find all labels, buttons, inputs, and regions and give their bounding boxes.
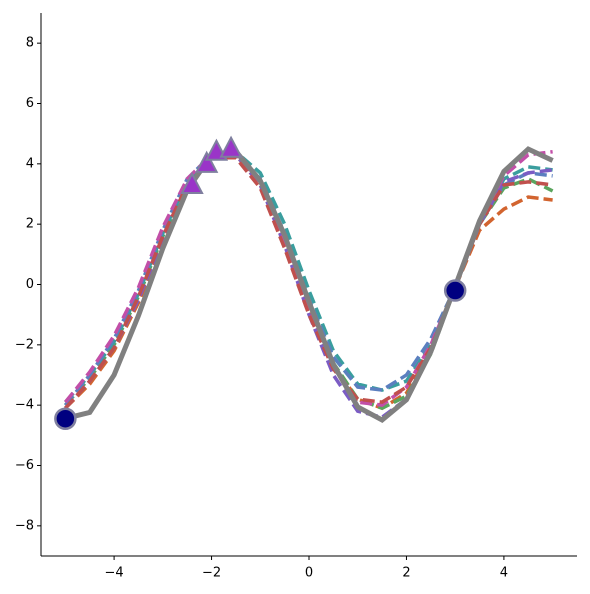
y-tick-label: −2 [15, 337, 34, 352]
maximum-marker [180, 171, 204, 194]
x-tick-label: 0 [305, 566, 313, 581]
y-tick-label: −8 [15, 518, 34, 533]
observation-point [443, 279, 467, 302]
y-tick-label: −4 [15, 398, 34, 413]
maximum-marker [195, 150, 219, 173]
sample-line [64, 153, 553, 407]
y-tick-label: 0 [26, 277, 34, 292]
x-tick-label: 4 [500, 566, 508, 581]
y-tick-label: 2 [26, 217, 34, 232]
y-tick-label: −6 [15, 458, 34, 473]
x-tick-label: 2 [402, 566, 410, 581]
sample-line [64, 150, 553, 407]
sample-line [64, 152, 554, 411]
maximum-marker [219, 135, 243, 158]
y-tick-label: 8 [26, 36, 34, 51]
y-tick-label: 6 [26, 96, 34, 111]
true-line [64, 146, 554, 423]
sample-line [64, 152, 553, 411]
x-tick-label: −2 [202, 566, 221, 581]
y-tick-label: 4 [26, 156, 34, 171]
observation-point [54, 407, 77, 430]
sample-line [64, 149, 553, 404]
x-tick-label: −4 [105, 566, 124, 581]
